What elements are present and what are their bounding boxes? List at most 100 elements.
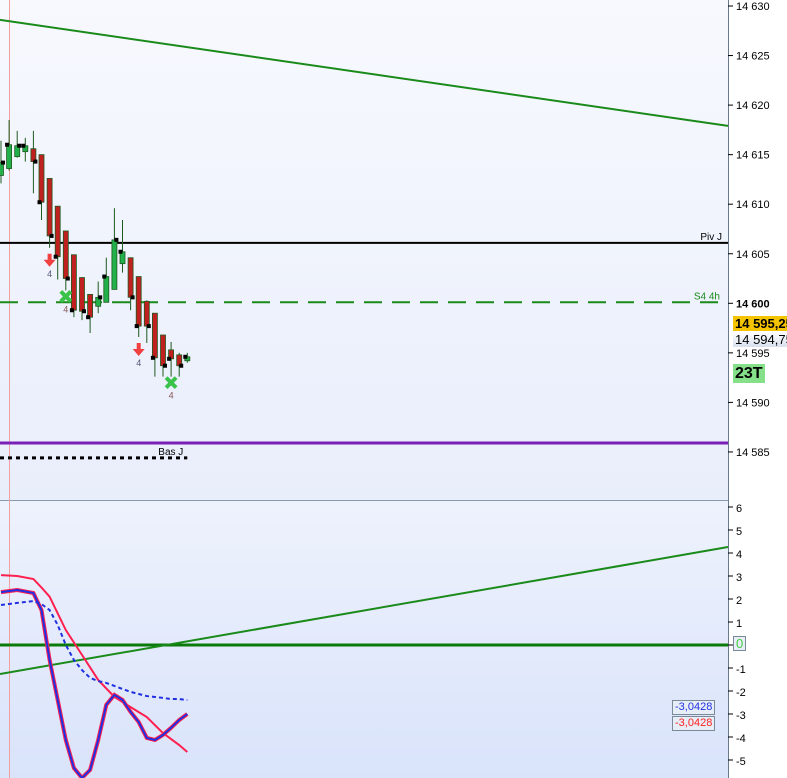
candle — [95, 281, 103, 314]
close-marker — [150, 355, 155, 360]
candle — [111, 208, 119, 290]
sell-arrow-icon — [43, 253, 56, 267]
close-marker — [179, 363, 184, 368]
candle-body — [143, 300, 150, 327]
candle-body — [79, 277, 85, 312]
candle-body — [38, 154, 45, 203]
sell-arrow-icon — [132, 342, 145, 356]
timer-tag: 23T — [733, 364, 765, 383]
candle-body — [54, 205, 61, 258]
close-marker — [114, 237, 119, 242]
close-marker — [98, 295, 103, 300]
price-tick-label: 14 585 — [736, 447, 770, 459]
candle — [143, 300, 151, 343]
close-marker — [37, 200, 42, 205]
candle — [160, 334, 167, 377]
close-marker — [69, 308, 74, 313]
candle — [79, 277, 86, 321]
osc-series-line-0 — [0, 574, 188, 753]
osc-series-line-2 — [0, 600, 188, 701]
buy-cross-icon — [164, 376, 178, 390]
osc-tick-label: 2 — [736, 595, 742, 607]
price-panel-bg — [0, 0, 728, 500]
osc-trendline — [0, 546, 729, 675]
osc-tick-label: -4 — [736, 733, 746, 745]
close-marker — [5, 142, 10, 147]
close-marker — [146, 324, 151, 329]
candle — [37, 154, 45, 221]
price-tick-label: 14 630 — [736, 1, 770, 13]
candle-body — [151, 312, 158, 359]
candle — [69, 254, 77, 318]
candle — [46, 178, 54, 248]
candle — [176, 352, 184, 377]
price-tick-label: 14 610 — [736, 199, 770, 211]
candle-body — [62, 230, 69, 279]
candle-body — [87, 293, 93, 318]
candle — [127, 257, 135, 311]
price-tick-label: 14 595 — [736, 348, 770, 360]
candle — [0, 140, 5, 184]
close-marker — [183, 354, 188, 359]
candle-body — [111, 239, 118, 290]
osc-tick-label: -1 — [736, 664, 746, 676]
axis-bg — [728, 0, 787, 778]
close-marker — [102, 274, 107, 279]
candle-body — [135, 276, 142, 327]
bas-j-label: Bas J — [158, 447, 183, 458]
pivot-label: Piv J — [700, 232, 722, 243]
price-tick-label: 14 625 — [736, 51, 770, 63]
close-marker — [1, 160, 5, 165]
osc-tick-label: -3 — [736, 710, 746, 722]
close-marker — [33, 159, 38, 164]
osc-tick-label: -2 — [736, 687, 746, 699]
candle — [21, 137, 29, 162]
candle — [134, 276, 142, 337]
candle-body — [103, 276, 110, 303]
osc-tick-label: 3 — [736, 572, 742, 584]
zero-tag: 0 — [733, 636, 747, 651]
price-trendline — [0, 18, 729, 127]
candle — [102, 257, 110, 303]
candle-body — [6, 144, 12, 169]
candle — [53, 205, 61, 280]
osc-series-line-1 — [0, 589, 188, 778]
candle — [5, 119, 12, 171]
candle — [118, 220, 126, 273]
buy-cross-icon — [59, 290, 73, 303]
candle-body — [160, 334, 166, 367]
osc-tick-label: 1 — [736, 618, 742, 630]
osc-tick-label: 5 — [736, 526, 742, 538]
signal-label: 4 — [63, 304, 68, 314]
osc-tick-label: -5 — [736, 756, 746, 768]
price-tick-label: 14 605 — [736, 249, 770, 261]
signal-label: 4 — [47, 269, 52, 279]
price-tick-label: 14 600 — [736, 298, 770, 310]
candle — [14, 130, 22, 158]
price-tick-label: 14 620 — [736, 100, 770, 112]
blue-value-tag: -3,0428 — [672, 700, 716, 715]
candle — [30, 130, 38, 194]
osc-tick-label: 6 — [736, 503, 742, 515]
close-marker — [118, 249, 123, 254]
red-value-tag: -3,0428 — [672, 716, 716, 731]
signal-label: 4 — [136, 358, 141, 368]
candle-body — [71, 254, 77, 311]
osc-tick-label: 4 — [736, 549, 742, 561]
close-marker — [49, 233, 54, 238]
candle — [62, 230, 70, 291]
close-marker — [130, 295, 135, 300]
candle-body — [46, 178, 53, 237]
bid-price-tag: 14 594,75 — [733, 332, 787, 347]
close-marker — [163, 363, 167, 368]
close-marker — [17, 143, 22, 148]
close-marker — [82, 309, 86, 314]
s4-label: S4 4h — [694, 291, 720, 302]
candle — [150, 312, 158, 377]
last-price-tag: 14 595,25 — [733, 316, 787, 331]
close-marker — [65, 276, 70, 281]
close-marker — [21, 143, 26, 148]
close-marker — [167, 356, 172, 361]
